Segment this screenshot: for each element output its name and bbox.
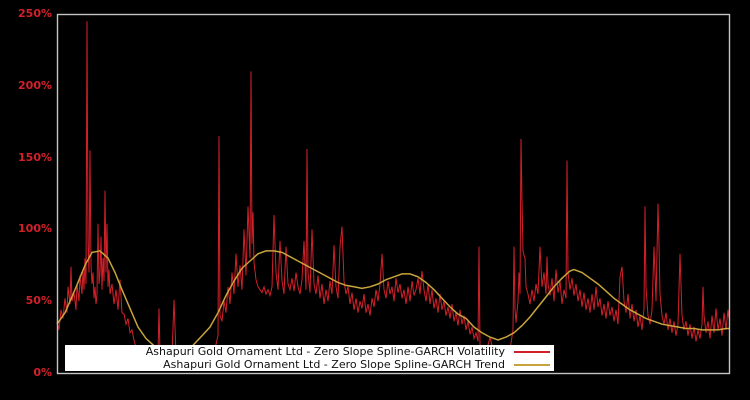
y-axis-tick-label: 50% — [25, 294, 52, 308]
y-axis-tick-label: 0% — [33, 366, 52, 379]
legend-label: Ashapuri Gold Ornament Ltd - Zero Slope … — [145, 345, 505, 358]
legend-row: Ashapuri Gold Ornament Ltd - Zero Slope … — [65, 345, 554, 358]
y-axis-tick-label: 250% — [18, 7, 52, 20]
y-axis-tick-label: 150% — [18, 150, 52, 164]
legend-line-sample — [514, 350, 550, 353]
trend-line — [56, 250, 729, 356]
legend: Ashapuri Gold Ornament Ltd - Zero Slope … — [65, 345, 554, 371]
legend-label: Ashapuri Gold Ornament Ltd - Zero Slope … — [163, 358, 505, 371]
legend-line-sample — [514, 363, 550, 366]
plot-border — [56, 13, 731, 375]
legend-row: Ashapuri Gold Ornament Ltd - Zero Slope … — [65, 358, 554, 371]
y-axis-tick-label: 100% — [18, 222, 52, 236]
y-axis-tick-label: 200% — [18, 78, 52, 92]
